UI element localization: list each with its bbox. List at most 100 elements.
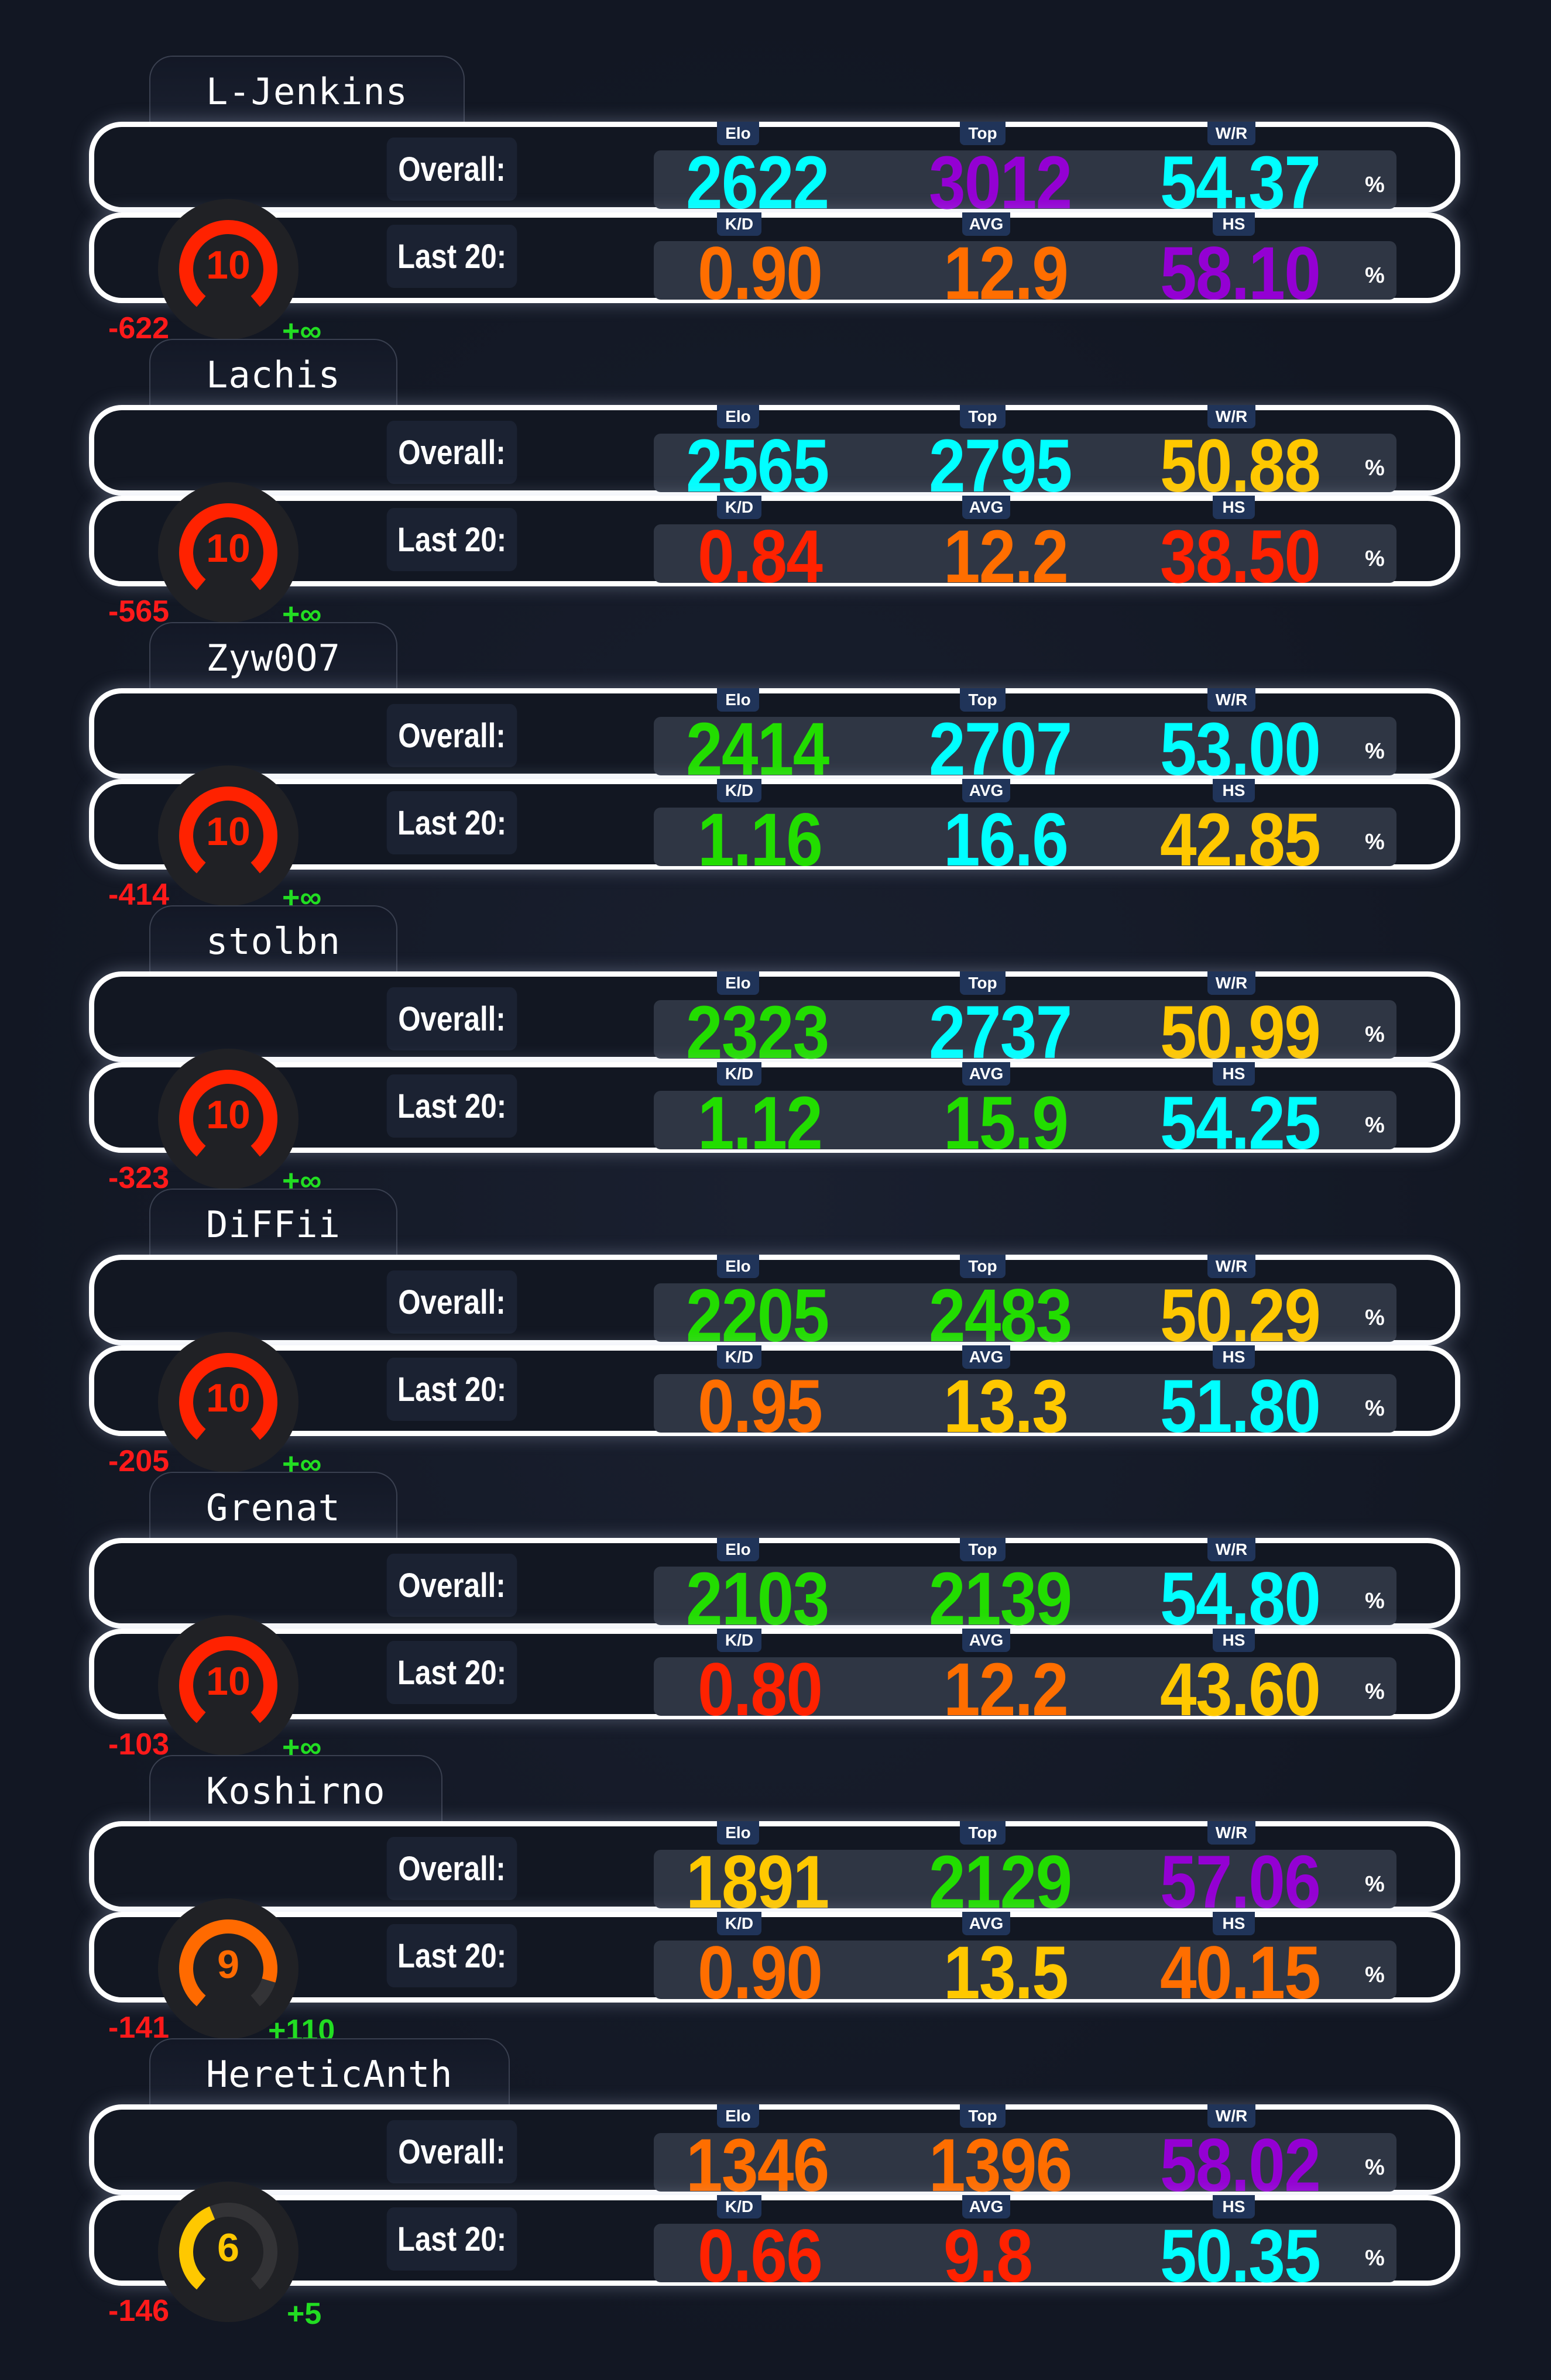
- avg-pill: AVG: [962, 496, 1010, 519]
- overall-label: Overall:: [386, 138, 517, 201]
- hs-percent-sign: %: [1365, 2246, 1385, 2271]
- hs-value: 42.85: [1160, 798, 1321, 882]
- player-name-tab: Zyw0O7: [149, 622, 397, 698]
- hs-pill: HS: [1213, 1062, 1255, 1086]
- avg-value: 13.3: [943, 1365, 1069, 1448]
- last20-label: Last 20:: [386, 791, 517, 854]
- elo-value: 1346: [686, 2124, 829, 2207]
- hs-percent-sign: %: [1365, 1680, 1385, 1704]
- hs-pill: HS: [1213, 779, 1255, 802]
- elo-to-lose-level: -141: [108, 2011, 170, 2045]
- overall-stat-box: 2323 2737 50.99 %: [654, 995, 1396, 1070]
- wr-percent-sign: %: [1365, 1022, 1385, 1047]
- overall-label: Overall:: [386, 987, 517, 1050]
- elo-to-lose-level: -103: [108, 1728, 170, 1761]
- last20-stat-box: 0.90 13.5 40.15 %: [654, 1936, 1396, 2011]
- overall-stat-box: 2565 2795 50.88 %: [654, 429, 1396, 504]
- kd-pill: K/D: [717, 1062, 761, 1086]
- overall-stat-box: 1346 1396 58.02 %: [654, 2128, 1396, 2203]
- last20-stat-box: 0.90 12.9 58.10 %: [654, 236, 1396, 311]
- gauge-arc-icon: [179, 2203, 277, 2290]
- hs-pill: HS: [1213, 496, 1255, 519]
- top-pill: Top: [960, 1538, 1006, 1561]
- overall-stat-box: 1891 2129 57.06 %: [654, 1845, 1396, 1920]
- wr-percent-sign: %: [1365, 456, 1385, 480]
- wr-value: 50.88: [1160, 424, 1321, 508]
- wr-pill: W/R: [1207, 1538, 1255, 1561]
- top-value: 3012: [929, 141, 1072, 225]
- gauge-arc-icon: [179, 220, 277, 307]
- avg-value: 12.2: [943, 1648, 1069, 1732]
- kd-value: 0.90: [698, 232, 823, 315]
- avg-pill: AVG: [962, 1912, 1010, 1935]
- overall-label: Overall:: [386, 704, 517, 767]
- level-gauge-icon: 10: [158, 1615, 298, 1756]
- last20-label: Last 20:: [386, 2207, 517, 2271]
- player-card: stolbn Overall: Elo Top W/R 2323 2737 50…: [0, 905, 1551, 1196]
- elo-to-lose-level: -323: [108, 1161, 170, 1195]
- avg-value: 9.8: [943, 2214, 1033, 2298]
- wr-pill: W/R: [1207, 405, 1255, 428]
- elo-to-next-level: +5: [287, 2297, 322, 2331]
- last20-row: Last 20: K/D AVG HS 0.84 12.2 38.50 %: [89, 496, 1460, 595]
- top-value: 2737: [929, 991, 1072, 1074]
- avg-pill: AVG: [962, 1062, 1010, 1086]
- last20-row: Last 20: K/D AVG HS 0.66 9.8 50.35 %: [89, 2195, 1460, 2294]
- kd-value: 0.90: [698, 1931, 823, 2015]
- wr-value: 50.99: [1160, 991, 1321, 1074]
- last20-label: Last 20:: [386, 1358, 517, 1421]
- player-name: Koshirno: [206, 1770, 386, 1812]
- top-value: 2707: [929, 708, 1072, 791]
- kd-value: 0.95: [698, 1365, 823, 1448]
- player-name-tab: Grenat: [149, 1472, 397, 1548]
- elo-to-lose-level: -622: [108, 311, 170, 345]
- hs-percent-sign: %: [1365, 263, 1385, 288]
- top-pill: Top: [960, 405, 1006, 428]
- overall-row: Overall: Elo Top W/R 2323 2737 50.99 %: [89, 971, 1460, 1070]
- overall-stat-box: 2414 2707 53.00 %: [654, 712, 1396, 787]
- wr-percent-sign: %: [1365, 1306, 1385, 1330]
- wr-pill: W/R: [1207, 1821, 1255, 1845]
- level-gauge-icon: 10: [158, 1332, 298, 1472]
- overall-row: Overall: Elo Top W/R 1346 1396 58.02 %: [89, 2104, 1460, 2203]
- overall-label: Overall:: [386, 421, 517, 484]
- avg-value: 12.2: [943, 515, 1069, 599]
- last20-stat-box: 0.95 13.3 51.80 %: [654, 1369, 1396, 1444]
- player-name: Lachis: [206, 353, 341, 396]
- player-name: stolbn: [206, 920, 341, 963]
- level-gauge-icon: 6: [158, 2182, 298, 2322]
- avg-pill: AVG: [962, 1629, 1010, 1652]
- elo-value: 2622: [686, 141, 829, 225]
- last20-row: Last 20: K/D AVG HS 0.90 12.9 58.10 %: [89, 212, 1460, 311]
- top-value: 2129: [929, 1840, 1072, 1924]
- player-card: Koshirno Overall: Elo Top W/R 1891 2129 …: [0, 1755, 1551, 2046]
- elo-value: 2414: [686, 708, 829, 791]
- last20-stat-box: 1.12 15.9 54.25 %: [654, 1086, 1396, 1161]
- overall-row: Overall: Elo Top W/R 2565 2795 50.88 %: [89, 405, 1460, 504]
- wr-value: 53.00: [1160, 708, 1321, 791]
- top-pill: Top: [960, 1821, 1006, 1845]
- overall-label: Overall:: [386, 2120, 517, 2183]
- kd-pill: K/D: [717, 1345, 761, 1369]
- player-name: HereticAnth: [206, 2053, 453, 2096]
- overall-label: Overall:: [386, 1554, 517, 1617]
- kd-value: 0.80: [698, 1648, 823, 1732]
- elo-pill: Elo: [717, 2104, 759, 2128]
- elo-pill: Elo: [717, 1255, 759, 1278]
- hs-value: 54.25: [1160, 1081, 1321, 1165]
- last20-label: Last 20:: [386, 508, 517, 571]
- hs-percent-sign: %: [1365, 547, 1385, 571]
- wr-value: 58.02: [1160, 2124, 1321, 2207]
- overall-row: Overall: Elo Top W/R 2103 2139 54.80 %: [89, 1538, 1460, 1637]
- elo-to-lose-level: -146: [108, 2294, 170, 2328]
- avg-value: 15.9: [943, 1081, 1069, 1165]
- kd-value: 0.84: [698, 515, 823, 599]
- gauge-arc-icon: [179, 1636, 277, 1723]
- level-gauge-icon: 10: [158, 765, 298, 906]
- last20-row: Last 20: K/D AVG HS 0.80 12.2 43.60 %: [89, 1629, 1460, 1728]
- player-name-tab: Lachis: [149, 339, 397, 415]
- last20-stat-box: 0.80 12.2 43.60 %: [654, 1653, 1396, 1728]
- top-value: 2139: [929, 1557, 1072, 1641]
- elo-value: 2565: [686, 424, 829, 508]
- player-name: Grenat: [206, 1486, 341, 1529]
